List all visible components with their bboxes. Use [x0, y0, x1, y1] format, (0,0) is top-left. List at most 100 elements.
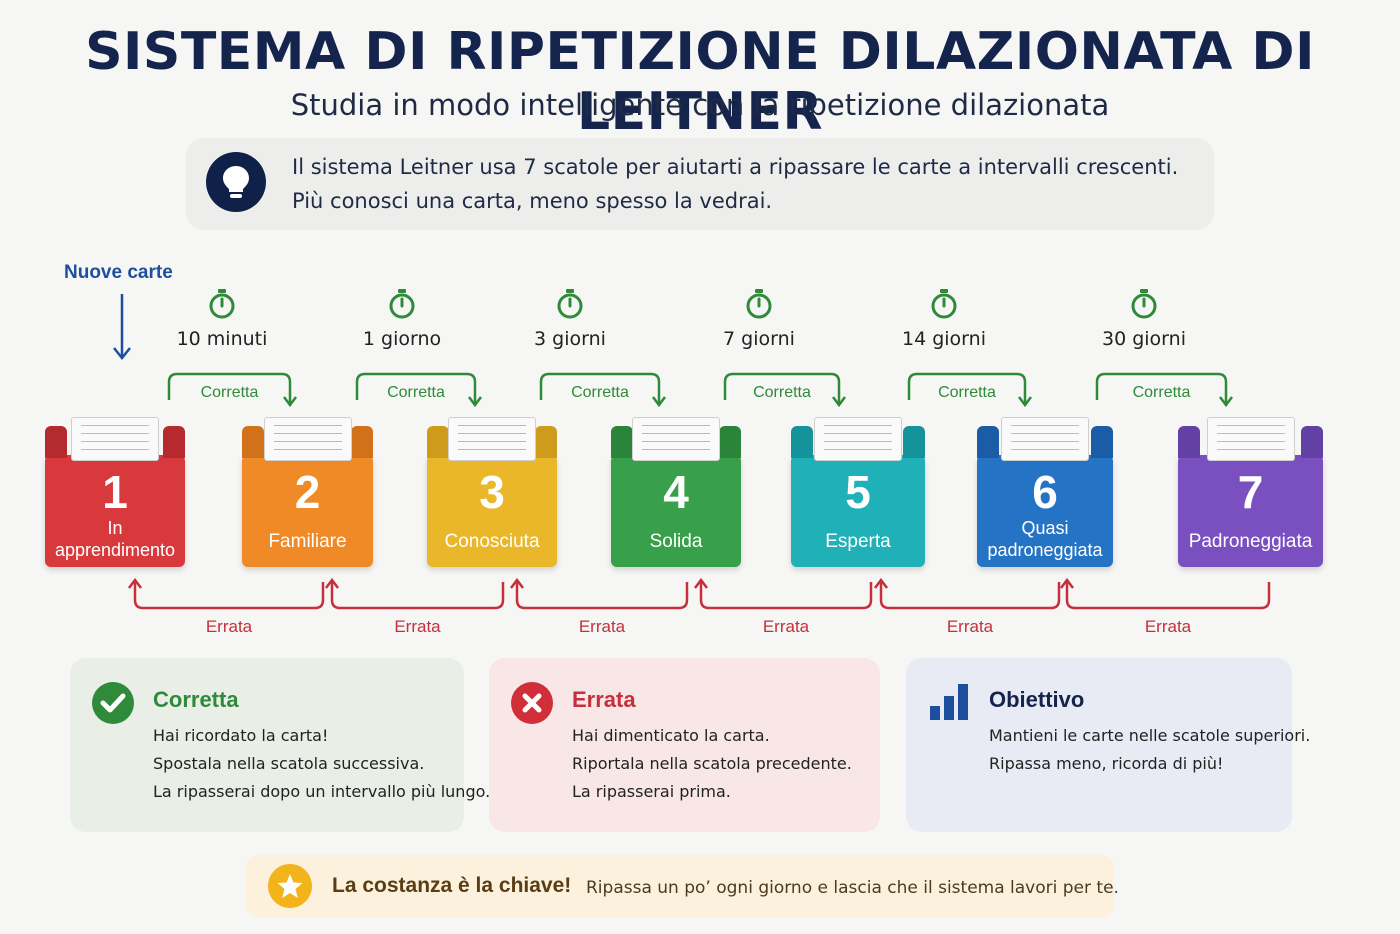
box-flap	[903, 426, 925, 458]
wrong-arrow-icon	[325, 578, 505, 610]
box-flap	[351, 426, 373, 458]
wrong-label: Errata	[578, 617, 626, 636]
wrong-card: Errata Hai dimenticato la carta. Riporta…	[489, 658, 880, 832]
flashcard-icon	[448, 417, 536, 461]
interval-label: 10 minuti	[176, 328, 268, 350]
box-number: 3	[479, 466, 505, 518]
box-number: 2	[294, 466, 321, 518]
box-flap	[1301, 426, 1323, 458]
box-label: Quasi padroneggiata	[987, 518, 1103, 560]
box-label: Solida	[649, 531, 703, 552]
star-icon	[268, 864, 312, 908]
interval-label: 7 giorni	[723, 328, 795, 350]
box-flap	[1178, 426, 1200, 458]
box-number: 6	[1032, 466, 1058, 518]
wrong-arrow-icon	[128, 578, 325, 610]
interval-label: 30 giorni	[1102, 328, 1186, 350]
box-flap	[611, 426, 633, 458]
interval-label: 1 giorno	[362, 328, 442, 350]
wrong-label: Errata	[1144, 617, 1192, 636]
flashcard-icon	[814, 417, 902, 461]
timer-icon	[387, 288, 417, 320]
box-number: 5	[845, 466, 871, 518]
wrong-arrow-icon	[874, 578, 1061, 610]
box-number: 7	[1237, 466, 1264, 518]
correct-arrow-icon	[723, 372, 846, 408]
bar-chart-icon	[928, 682, 972, 727]
box-label: In apprendimento	[54, 518, 176, 560]
box-flap	[535, 426, 557, 458]
tip-banner: La costanza è la chiave! Ripassa un po’ …	[246, 855, 1119, 917]
box-flap	[791, 426, 813, 458]
flashcard-icon	[1206, 417, 1295, 461]
box-number: 1	[102, 466, 128, 518]
interval-label: 14 giorni	[902, 328, 986, 350]
wrong-arrow-icon	[1060, 578, 1271, 610]
lightbulb-icon	[206, 152, 266, 212]
flashcard-icon	[632, 417, 720, 461]
box-flap	[45, 426, 67, 458]
timer-icon	[207, 288, 237, 320]
correct-label: Corretta	[200, 384, 259, 401]
box-4: 4 Solida	[611, 417, 741, 567]
box-number: 4	[663, 466, 689, 518]
timer-icon	[1129, 288, 1159, 320]
wrong-card-line: La ripasserai prima.	[572, 782, 731, 801]
correct-card: Corretta Hai ricordato la carta! Spostal…	[70, 658, 490, 832]
box-flap	[427, 426, 449, 458]
correct-arrow-icon	[539, 372, 666, 408]
box-flap	[1091, 426, 1113, 458]
goal-card-line: Mantieni le carte nelle scatole superior…	[989, 726, 1311, 745]
wrong-arrow-icon	[510, 578, 689, 610]
wrong-label: Errata	[205, 617, 253, 636]
correct-card-line: Spostala nella scatola successiva.	[153, 754, 425, 773]
box-label: Padroneggiata	[1188, 531, 1313, 552]
correct-arrow-icon	[907, 372, 1032, 408]
correct-arrow-icon	[1095, 372, 1233, 408]
correct-arrow-icon	[167, 372, 297, 408]
flashcard-icon	[1001, 417, 1089, 461]
box-7: 7 Padroneggiata	[1178, 417, 1323, 567]
x-mark-icon	[511, 682, 553, 724]
correct-card-line: Hai ricordato la carta!	[153, 726, 329, 745]
checkmark-icon	[92, 682, 134, 724]
box-3: 3 Conosciuta	[427, 417, 557, 567]
intro-panel: Il sistema Leitner usa 7 scatole per aiu…	[186, 138, 1214, 230]
timer-icon	[929, 288, 959, 320]
box-5: 5 Esperta	[791, 417, 925, 567]
correct-label: Corretta	[1132, 384, 1191, 401]
box-2: 2 Familiare	[242, 417, 373, 567]
flashcard-icon	[71, 417, 159, 461]
correct-card-title: Corretta	[153, 687, 239, 712]
correct-label: Corretta	[753, 384, 811, 401]
new-cards-arrow-icon	[113, 294, 131, 361]
correct-label: Corretta	[938, 384, 996, 401]
new-cards-label: Nuove carte	[64, 262, 173, 283]
box-label: Familiare	[268, 531, 347, 552]
tip-title: La costanza è la chiave!	[332, 874, 572, 897]
correct-arrow-icon	[355, 372, 482, 408]
wrong-card-line: Riportala nella scatola precedente.	[572, 754, 852, 773]
wrong-arrow-icon	[694, 578, 873, 610]
box-flap	[242, 426, 264, 458]
intro-line-1: Il sistema Leitner usa 7 scatole per aiu…	[292, 155, 1179, 179]
page-subtitle: Studia in modo intelligente con la ripet…	[290, 88, 1110, 122]
flashcard-icon	[263, 417, 352, 461]
correct-card-line: La ripasserai dopo un intervallo più lun…	[153, 782, 491, 801]
wrong-card-title: Errata	[572, 687, 636, 712]
timer-icon	[744, 288, 774, 320]
correct-label: Corretta	[387, 384, 445, 401]
correct-label: Corretta	[571, 384, 629, 401]
interval-label: 3 giorni	[534, 328, 606, 350]
box-flap	[977, 426, 999, 458]
page-title: SISTEMA DI RIPETIZIONE DILAZIONATA DI LE…	[85, 22, 1315, 142]
timer-icon	[555, 288, 585, 320]
wrong-label: Errata	[394, 617, 441, 636]
box-flap	[719, 426, 741, 458]
box-flap	[163, 426, 185, 458]
box-label: Conosciuta	[444, 531, 540, 552]
wrong-card-line: Hai dimenticato la carta.	[572, 726, 770, 745]
box-label: Esperta	[825, 531, 891, 552]
box-6: 6 Quasi padroneggiata	[977, 417, 1113, 567]
box-1: 1 In apprendimento	[45, 417, 185, 567]
